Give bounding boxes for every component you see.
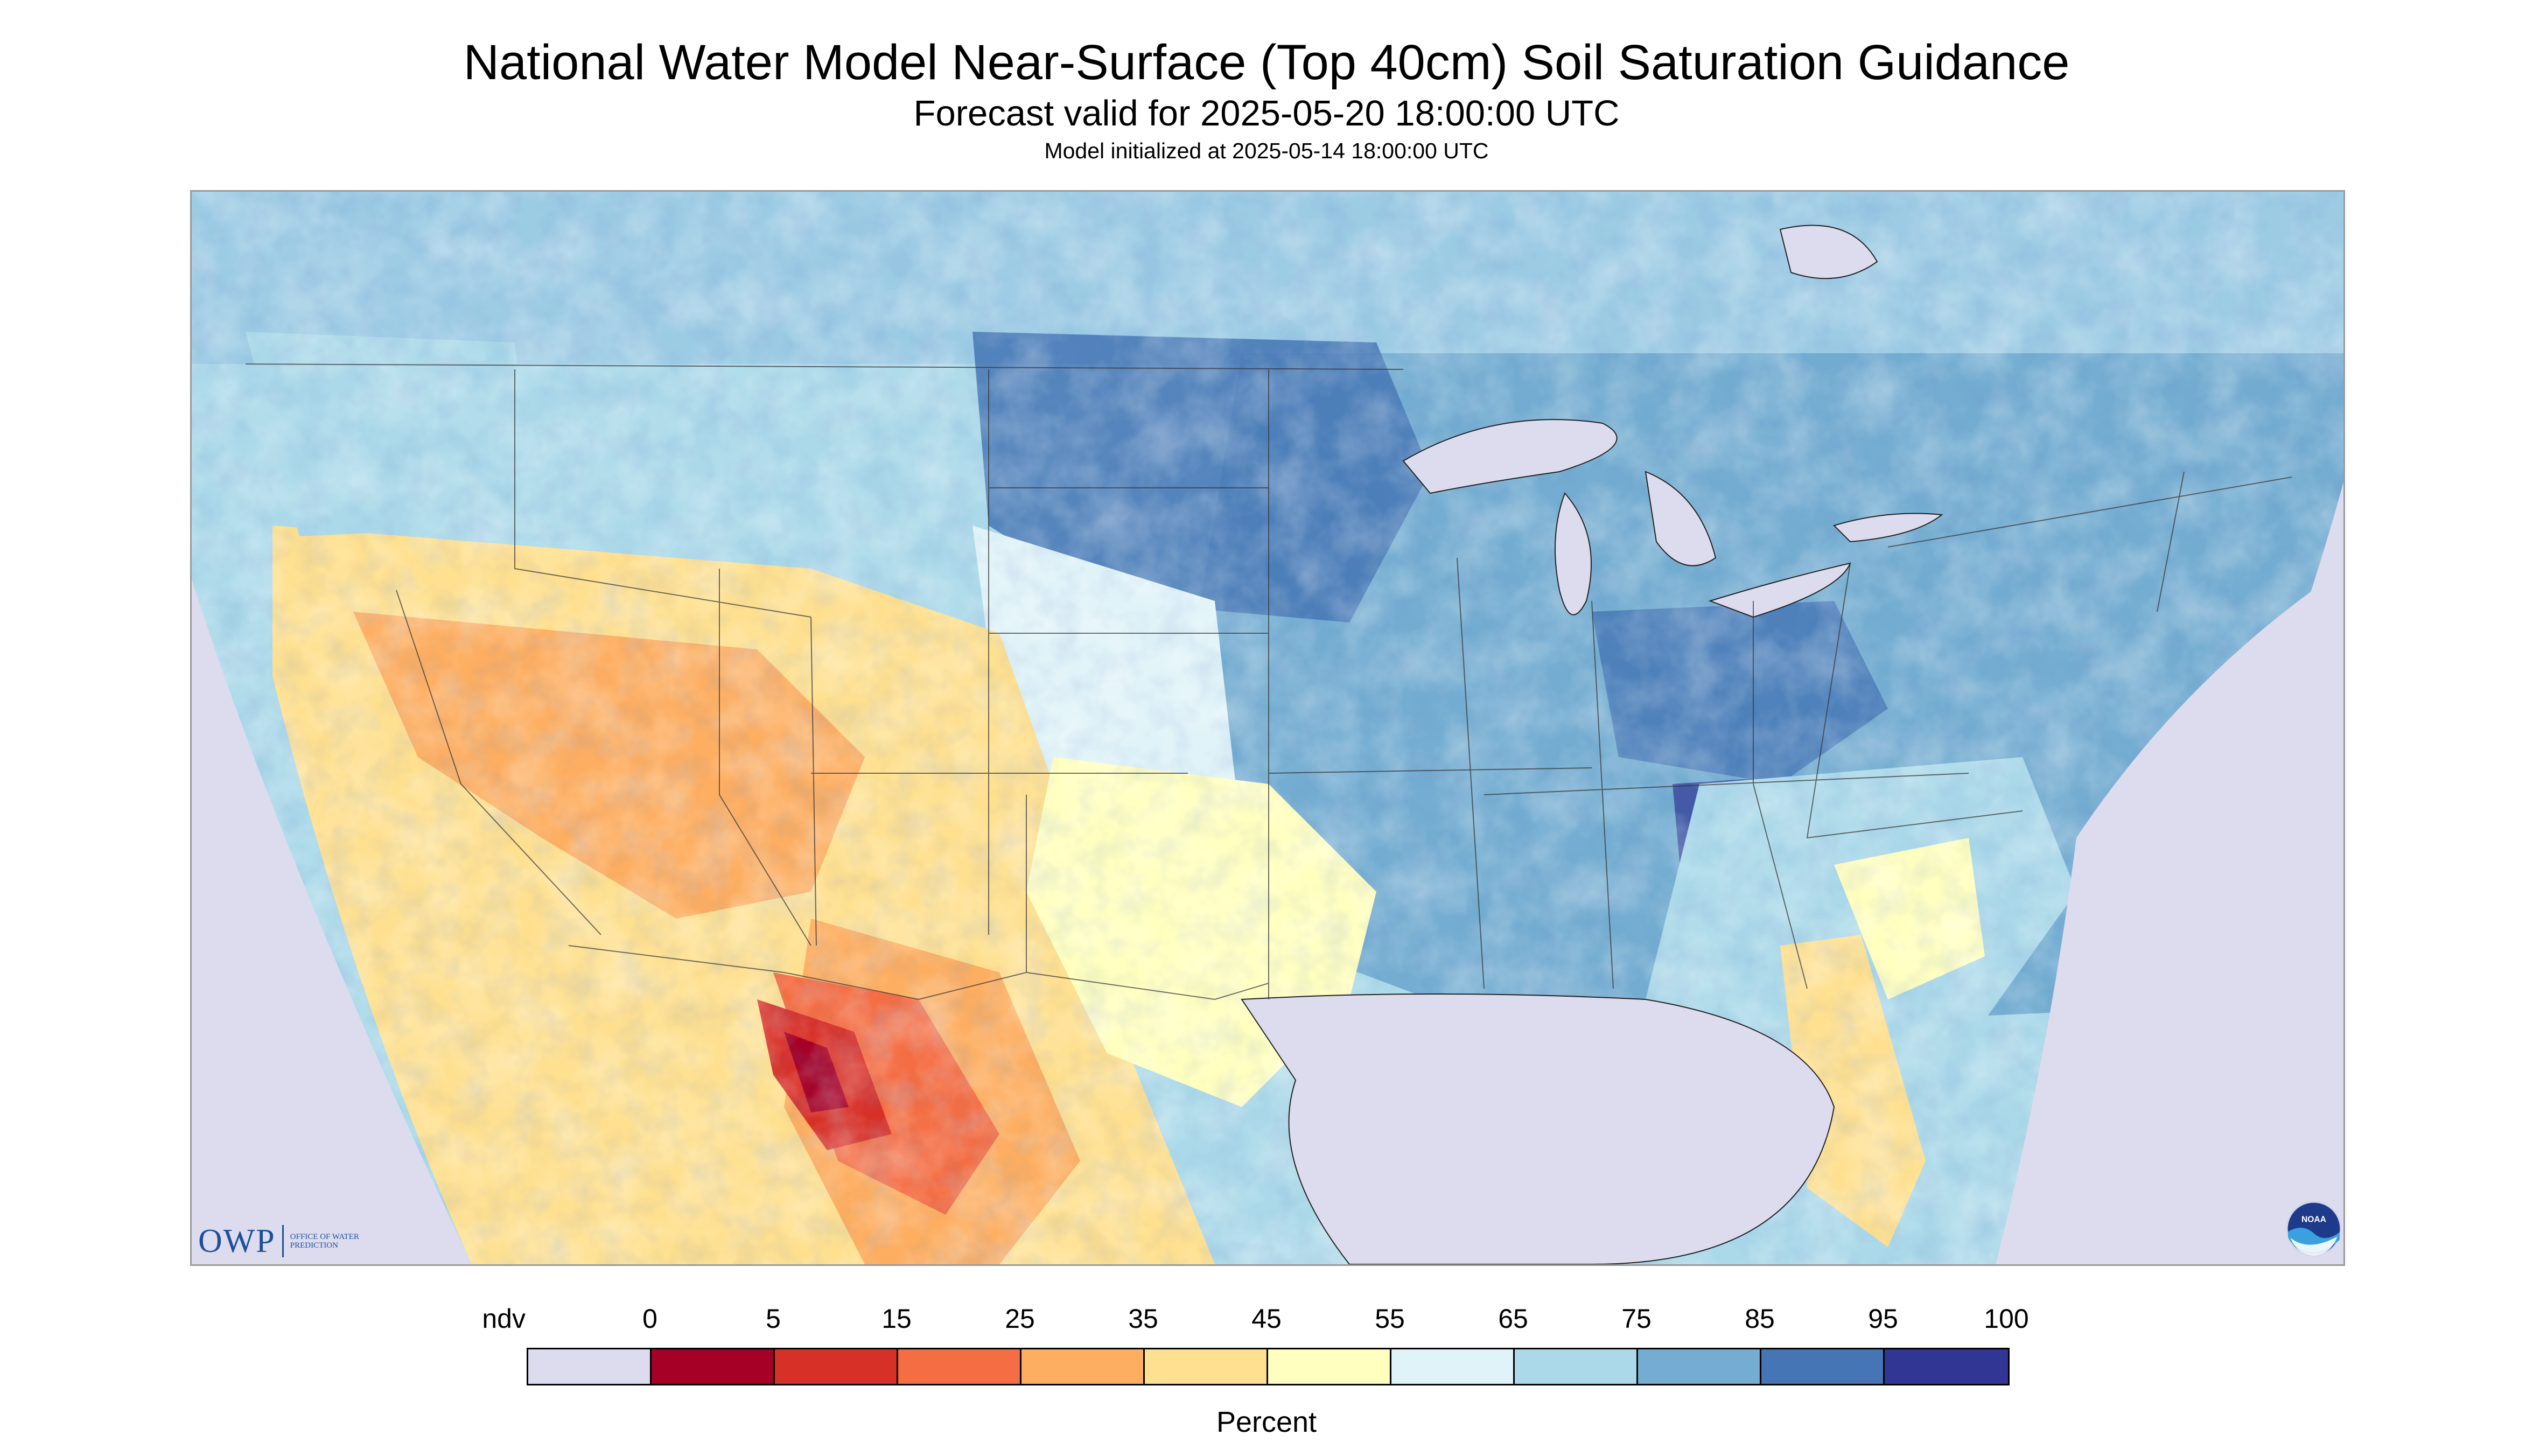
legend-tick-label: 100 xyxy=(1984,1304,2029,1334)
atlantic-ocean xyxy=(1996,569,2343,1264)
owp-logo: OWP Office of Water Prediction xyxy=(198,1222,371,1260)
hudson-bay-inlet xyxy=(1779,225,1878,279)
political-boundaries xyxy=(245,363,2292,1000)
legend-tick-label: 0 xyxy=(642,1304,657,1334)
model-init-line: Model initialized at 2025-05-14 18:00:00… xyxy=(1044,138,1489,163)
lake-ontario xyxy=(1833,513,1943,543)
legend-tick-label: 25 xyxy=(1005,1304,1035,1334)
colorbar-legend: ndv 0 5 15 25 35 45 55 65 75 85 95 100 Percent xyxy=(0,1292,2533,1454)
legend-tick-label: 5 xyxy=(766,1304,781,1334)
colorbar-swatch-5 xyxy=(1145,1349,1268,1384)
gulf-of-mexico xyxy=(1241,993,1835,1264)
legend-tick-label: 95 xyxy=(1868,1304,1898,1334)
colorbar-swatch-0 xyxy=(528,1349,652,1384)
forecast-valid-subtitle: Forecast valid for 2025-05-20 18:00:00 U… xyxy=(913,93,1620,134)
owp-logo-divider xyxy=(282,1225,284,1257)
legend-tick-label: 75 xyxy=(1621,1304,1652,1334)
legend-tick-label: 55 xyxy=(1375,1304,1405,1334)
water-bodies xyxy=(1241,225,2343,1264)
colorbar xyxy=(527,1348,2010,1385)
noaa-logo: NOAA xyxy=(2286,1201,2342,1257)
colorbar-swatch-11 xyxy=(1885,1349,2008,1384)
legend-tick-label: 45 xyxy=(1251,1304,1282,1334)
colorbar-swatch-8 xyxy=(1515,1349,1638,1384)
map-title: National Water Model Near-Surface (Top 4… xyxy=(463,35,2070,90)
colorbar-swatch-1 xyxy=(652,1349,775,1384)
legend-tick-label: 15 xyxy=(881,1304,912,1334)
noaa-logo-text: NOAA xyxy=(2301,1215,2326,1224)
lake-superior xyxy=(1402,419,1618,494)
colorbar-swatch-9 xyxy=(1638,1349,1761,1384)
colorbar-swatch-2 xyxy=(775,1349,898,1384)
soil-saturation-map xyxy=(190,190,2345,1266)
colorbar-swatch-6 xyxy=(1268,1349,1391,1384)
colorbar-swatch-4 xyxy=(1021,1349,1145,1384)
legend-tick-label: 65 xyxy=(1498,1304,1528,1334)
colorbar-swatch-10 xyxy=(1761,1349,1885,1384)
colorbar-swatch-3 xyxy=(898,1349,1021,1384)
land-data-layer xyxy=(192,192,2343,1264)
colorbar-swatch-7 xyxy=(1391,1349,1515,1384)
owp-logo-text: Office of Water Prediction xyxy=(290,1233,359,1250)
legend-tick-label: ndv xyxy=(482,1304,526,1334)
legend-tick-label: 35 xyxy=(1128,1304,1158,1334)
map-canvas xyxy=(192,192,2343,1264)
owp-logo-mark: OWP xyxy=(198,1222,276,1259)
legend-unit-label: Percent xyxy=(1216,1406,1317,1438)
lake-huron xyxy=(1645,471,1717,566)
legend-tick-label: 85 xyxy=(1745,1304,1775,1334)
lake-michigan xyxy=(1555,492,1592,615)
